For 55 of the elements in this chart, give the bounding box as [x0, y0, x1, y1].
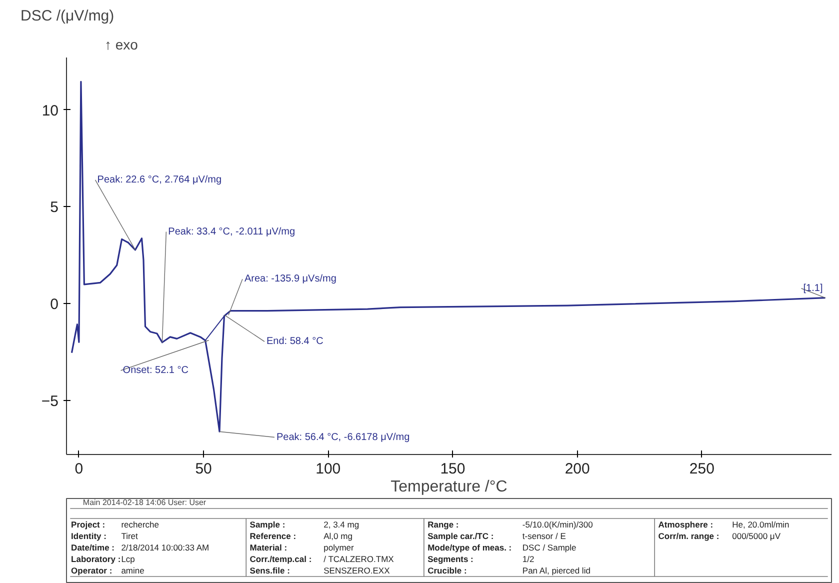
text: Operator :: [71, 566, 112, 576]
annotation: Peak: 56.4 °C, -6.6178 μV/mg: [276, 432, 410, 443]
text: Sample car./TC :: [428, 531, 494, 541]
text: Corr/m. range :: [658, 531, 720, 541]
text: Lcp: [121, 554, 136, 564]
text: 2/18/2014 10:00:33 AM: [121, 542, 210, 552]
x-tick-label: 250: [689, 460, 714, 478]
text: SENSZERO.EXX: [324, 566, 390, 576]
annotation: End: 58.4 °C: [266, 336, 324, 348]
y-tick-label: 10: [42, 102, 59, 120]
text: ↑ exo: [104, 36, 138, 52]
text: DSC / Sample: [522, 542, 577, 552]
text: amine: [121, 566, 145, 576]
text: 2, 3.4 mg: [324, 520, 360, 530]
x-axis-title: Temperature /°C: [390, 478, 508, 496]
text: Atmosphere :: [658, 520, 714, 530]
text: Pan Al, pierced lid: [522, 566, 591, 576]
text: Main 2014-02-18 14:06 User: User: [82, 498, 206, 507]
y-tick-label: −5: [41, 392, 59, 410]
x-tick-label: 150: [440, 460, 466, 478]
text: Date/time :: [71, 542, 115, 552]
text: recherche: [121, 520, 160, 530]
text: Material :: [250, 542, 288, 552]
text: Tiret: [121, 531, 139, 541]
text: Laboratory :: [71, 554, 121, 564]
text: Identity :: [71, 531, 107, 541]
annotation: [1.1]: [803, 282, 823, 294]
text: Sens.file :: [250, 566, 290, 576]
x-tick-label: 0: [74, 460, 84, 478]
text: Corr./temp.cal :: [250, 554, 312, 564]
x-tick-label: 200: [564, 460, 590, 478]
y-tick-label: 5: [50, 199, 58, 216]
text: Project :: [71, 520, 106, 530]
text: Segments :: [428, 554, 474, 564]
text: Al,0 mg: [324, 531, 353, 541]
text: 000/5000 μV: [732, 531, 781, 541]
annotation: Peak: 22.6 °C, 2.764 μV/mg: [97, 174, 222, 186]
text: He, 20.0ml/min: [732, 520, 790, 530]
annotation: Peak: 33.4 °C, -2.011 μV/mg: [168, 226, 296, 238]
text: -5/10.0(K/min)/300: [522, 520, 594, 530]
text: t-sensor / E: [522, 531, 566, 541]
y-tick-label: 0: [50, 296, 58, 313]
text: Mode/type of meas. :: [428, 542, 512, 552]
annotation: Onset: 52.1 °C: [122, 364, 188, 376]
x-tick-label: 100: [316, 460, 341, 478]
text: / TCALZERO.TMX: [324, 554, 394, 564]
text: Range :: [428, 520, 459, 530]
x-tick-label: 50: [195, 460, 212, 478]
text: Sample :: [250, 520, 286, 530]
text: Crucible :: [428, 566, 467, 576]
text: polymer: [324, 542, 354, 552]
annotation: Area: -135.9 μVs/mg: [244, 274, 336, 285]
text: Reference :: [250, 531, 296, 541]
y-axis-title: DSC /(μV/mg): [20, 8, 114, 24]
text: 1/2: [522, 554, 534, 564]
